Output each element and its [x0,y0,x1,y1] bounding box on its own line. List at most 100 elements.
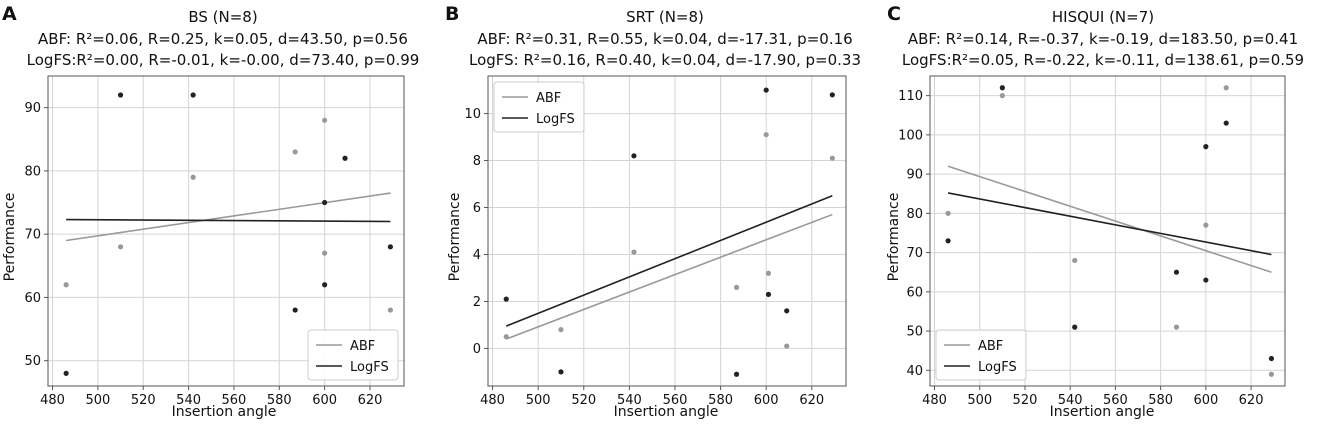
chart-title: SRT (N=8) [626,8,704,26]
abf-point [999,93,1005,99]
logfs-fit-line [505,195,833,327]
y-tick-label: 50 [906,325,923,340]
y-tick-label: 6 [473,201,481,216]
logfs-point [733,371,740,377]
abf-point [829,155,835,161]
abf-point [117,244,124,250]
logfs-point [765,291,772,298]
abf-point [765,270,772,276]
logfs-point [322,199,328,206]
panel-letter: C [887,3,901,25]
abf-point [558,327,564,333]
abf-fit-line [505,213,833,340]
logfs-fit-line [947,192,1272,256]
logfs-point [784,308,790,314]
x-tick-label: 580 [1148,393,1173,408]
x-tick-label: 540 [176,393,201,408]
logfs-point [1072,324,1078,330]
x-axis-label: Insertion angle [1050,404,1155,420]
logfs-point [1203,144,1209,150]
legend: ABF LogFS [307,329,399,381]
x-tick-label: 480 [480,393,505,408]
x-tick-label: 600 [312,393,337,408]
panel-letter: B [445,3,459,25]
abf-point [945,210,951,216]
logfs-point [999,85,1005,91]
y-axis-label: Performance [886,193,902,282]
chart-subtitle-abf: ABF: R²=0.06, R=0.25, k=0.05, d=43.50, p… [38,30,408,48]
logfs-point [763,87,769,93]
x-tick-label: 500 [85,393,110,408]
x-tick-label: 620 [799,393,824,408]
logfs-point [292,307,298,313]
y-tick-label: 10 [464,107,481,122]
x-tick-label: 520 [1013,393,1038,408]
logfs-point [1223,120,1229,126]
plot-frame [487,75,847,387]
y-tick-label: 90 [24,101,41,116]
logfs-point [829,92,835,98]
x-tick-label: 600 [754,393,779,408]
x-tick-label: 500 [967,393,992,408]
logfs-point [387,244,393,250]
abf-point [190,174,196,180]
y-tick-label: 8 [473,154,481,169]
panel-c: C HISQUI (N=7) ABF: R²=0.14, R=-0.37, k=… [886,3,1304,420]
abf-point [784,343,790,349]
y-tick-label: 70 [24,228,41,243]
abf-point [631,249,637,255]
legend-abf-label: ABF [536,91,561,106]
chart-subtitle-logfs: LogFS:R²=0.05, R=-0.22, k=-0.11, d=138.6… [902,51,1304,69]
abf-point [63,282,69,288]
legend: ABF LogFS [935,329,1027,381]
chart-subtitle-abf: ABF: R²=0.31, R=0.55, k=0.04, d=-17.31, … [477,30,852,48]
abf-point [503,334,509,340]
y-tick-label: 2 [473,295,481,310]
x-tick-label: 540 [1058,393,1083,408]
panel-b: B SRT (N=8) ABF: R²=0.31, R=0.55, k=0.04… [445,3,861,420]
legend-logfs-label: LogFS [536,112,575,127]
x-tick-label: 580 [267,393,292,408]
panel-letter: A [2,3,17,25]
abf-point [322,117,328,123]
y-tick-label: 4 [473,248,481,263]
legend-abf-label: ABF [978,339,1003,354]
abf-fit-line [66,192,391,242]
x-tick-label: 500 [526,393,551,408]
y-tick-label: 40 [906,364,923,379]
abf-point [1173,324,1180,330]
x-tick-label: 560 [1103,393,1128,408]
legend-box [307,329,399,381]
legend-logfs-label: LogFS [350,360,389,375]
logfs-point [117,92,124,98]
logfs-fit-line [66,218,391,223]
legend-abf-label: ABF [350,339,375,354]
x-axis-label: Insertion angle [172,404,277,420]
y-axis-label: Performance [2,193,18,282]
abf-point [292,149,298,155]
legend-logfs-label: LogFS [978,360,1017,375]
y-tick-label: 110 [898,89,923,104]
abf-point [1203,222,1209,228]
logfs-point [342,155,348,161]
x-axis-label: Insertion angle [614,404,719,420]
logfs-point [631,153,637,159]
abf-point [1223,85,1229,91]
y-tick-label: 60 [906,285,923,300]
x-tick-label: 560 [222,393,247,408]
logfs-point [558,369,564,375]
chart-title: BS (N=8) [188,8,257,26]
chart-subtitle-logfs: LogFS: R²=0.16, R=0.40, k=0.04, d=-17.90… [469,51,861,69]
logfs-point [945,238,951,244]
logfs-point [1203,277,1209,283]
abf-point [1268,371,1275,377]
logfs-point [1173,269,1180,275]
y-axis-label: Performance [447,193,463,282]
x-tick-label: 580 [708,393,733,408]
chart-subtitle-logfs: LogFS:R²=0.00, R=-0.01, k=-0.00, d=73.40… [27,51,420,69]
x-tick-label: 560 [663,393,688,408]
legend-box [493,81,585,133]
abf-point [733,284,740,290]
x-tick-label: 480 [922,393,947,408]
x-tick-label: 480 [40,393,65,408]
